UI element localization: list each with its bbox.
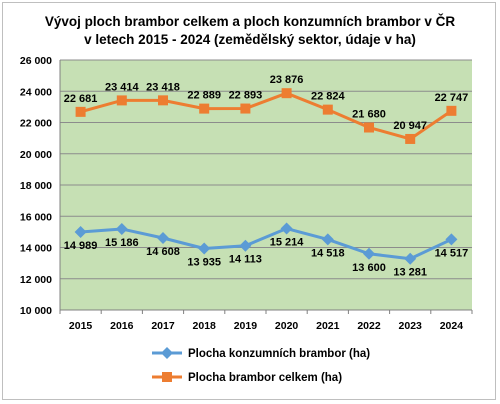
y-tick-label: 26 000 — [20, 55, 52, 67]
data-label: 22 824 — [311, 91, 346, 103]
chart-title: Vývoj ploch brambor celkem a ploch konzu… — [3, 13, 497, 49]
data-label: 23 414 — [105, 81, 140, 93]
data-label: 13 600 — [352, 262, 386, 274]
x-tick-label: 2017 — [151, 320, 175, 332]
data-point — [199, 103, 210, 114]
y-tick-label: 24 000 — [20, 86, 52, 98]
y-tick-label: 14 000 — [20, 243, 52, 255]
x-tick-label: 2022 — [357, 320, 381, 332]
data-point — [445, 233, 458, 246]
x-tick-label: 2015 — [69, 320, 93, 332]
data-point — [280, 222, 293, 235]
x-tick-label: 2020 — [275, 320, 299, 332]
series-line-1 — [80, 227, 453, 261]
series-line-2 — [80, 91, 453, 141]
chart-title-line-1: Vývoj ploch brambor celkem a ploch konzu… — [44, 14, 456, 29]
data-point — [404, 252, 417, 265]
legend-marker — [162, 372, 172, 382]
data-point — [321, 233, 334, 246]
data-label: 23 418 — [146, 81, 180, 93]
data-label: 13 281 — [393, 267, 427, 279]
legend-label: Plocha brambor celkem (ha) — [188, 372, 342, 384]
y-tick-label: 20 000 — [20, 149, 52, 161]
data-label: 20 947 — [393, 120, 427, 132]
data-point — [74, 226, 87, 239]
data-label: 14 989 — [64, 240, 98, 252]
data-label: 22 747 — [435, 92, 469, 104]
legend-marker — [161, 347, 173, 359]
x-tick-label: 2024 — [440, 320, 464, 332]
legend-label: Plocha konzumních brambor (ha) — [188, 348, 370, 360]
data-label: 21 680 — [352, 109, 386, 121]
x-tick-label: 2019 — [234, 320, 258, 332]
data-label: 13 935 — [187, 257, 221, 269]
y-tick-label: 12 000 — [20, 274, 52, 286]
chart-title-line-2: v letech 2015 - 2024 (zemědělský sektor,… — [84, 32, 416, 47]
data-point — [281, 88, 292, 99]
data-point — [364, 122, 374, 133]
data-point — [405, 133, 416, 144]
data-label: 14 517 — [435, 247, 469, 259]
data-point — [363, 247, 375, 260]
data-label: 14 518 — [311, 247, 345, 259]
data-label: 22 889 — [187, 90, 221, 102]
data-label: 14 113 — [229, 254, 262, 266]
x-tick-label: 2023 — [399, 320, 423, 332]
y-tick-label: 22 000 — [20, 118, 52, 130]
data-label: 23 876 — [270, 74, 304, 86]
data-point — [322, 104, 333, 115]
data-label: 14 608 — [146, 246, 180, 258]
data-label: 15 214 — [270, 237, 305, 249]
data-point — [157, 232, 169, 244]
data-point — [240, 103, 251, 114]
x-tick-label: 2018 — [193, 320, 217, 332]
data-point — [116, 95, 127, 106]
data-point — [198, 242, 211, 255]
x-tick-label: 2021 — [316, 320, 340, 332]
data-label: 15 186 — [105, 237, 139, 249]
data-point — [158, 95, 168, 106]
data-point — [239, 239, 252, 252]
y-tick-label: 16 000 — [20, 211, 52, 223]
y-tick-label: 10 000 — [20, 305, 52, 317]
y-tick-label: 18 000 — [20, 180, 52, 192]
data-label: 22 681 — [64, 93, 98, 105]
x-tick-label: 2016 — [110, 320, 134, 332]
data-point — [115, 222, 128, 235]
data-point — [446, 105, 457, 116]
data-point — [75, 106, 86, 117]
data-label: 22 893 — [229, 90, 263, 102]
